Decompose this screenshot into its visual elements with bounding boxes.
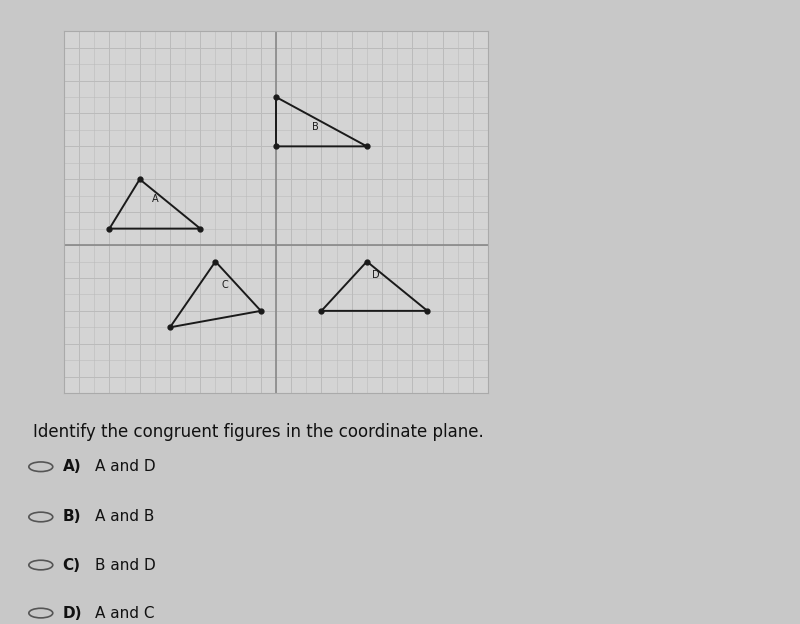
Text: A): A): [62, 459, 81, 474]
Text: C): C): [62, 557, 81, 573]
Text: C: C: [221, 280, 228, 290]
Text: A: A: [151, 194, 158, 204]
Text: D: D: [372, 270, 380, 280]
Text: B: B: [312, 122, 318, 132]
Text: Identify the congruent figures in the coordinate plane.: Identify the congruent figures in the co…: [33, 423, 483, 441]
Text: A and D: A and D: [95, 459, 156, 474]
Text: B): B): [62, 509, 81, 525]
Text: D): D): [62, 605, 82, 621]
Text: B and D: B and D: [95, 557, 156, 573]
Text: A and C: A and C: [95, 605, 154, 621]
Text: A and B: A and B: [95, 509, 154, 525]
